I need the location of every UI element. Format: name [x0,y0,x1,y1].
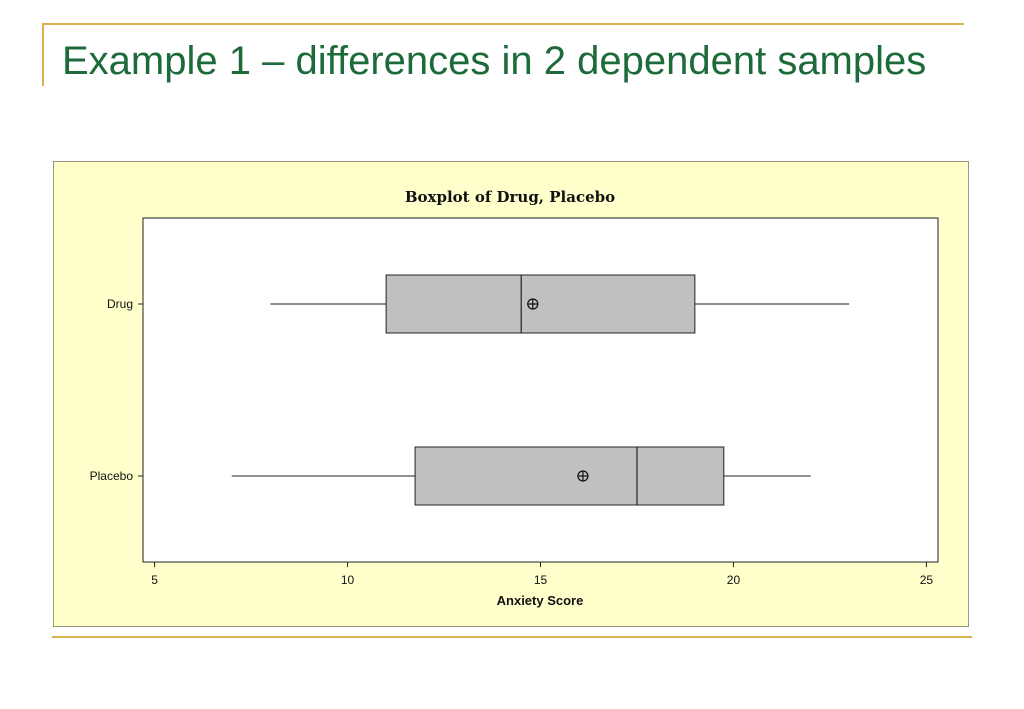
chart-title: Boxplot of Drug, Placebo [405,188,615,206]
x-tick-label: 10 [341,573,355,587]
x-tick-label: 5 [151,573,158,587]
box-drug: Drug [107,274,850,334]
slide-title: Example 1 – differences in 2 dependent s… [62,39,927,83]
mean-marker [577,470,589,482]
iqr-box [414,446,725,506]
y-tick-label: Drug [107,297,133,311]
box-series: Drug Placebo [90,274,850,506]
x-axis-label: Anxiety Score [497,593,584,608]
bottom-accent-rule [52,636,972,638]
mean-marker [527,298,539,310]
chart-frame: Boxplot of Drug, Placebo Anxiety Score 5… [53,161,969,627]
y-tick-label: Placebo [90,469,134,483]
plot-area [142,217,939,563]
x-tick-label: 20 [727,573,741,587]
x-tick-label: 15 [534,573,548,587]
x-axis-ticks: 5 10 15 20 25 [151,562,933,587]
iqr-box [385,274,696,334]
top-accent-rule [42,23,964,25]
x-tick-label: 25 [920,573,934,587]
left-accent-rule [42,23,44,86]
boxplot-chart: Boxplot of Drug, Placebo Anxiety Score 5… [90,188,939,608]
box-placebo: Placebo [90,446,811,506]
